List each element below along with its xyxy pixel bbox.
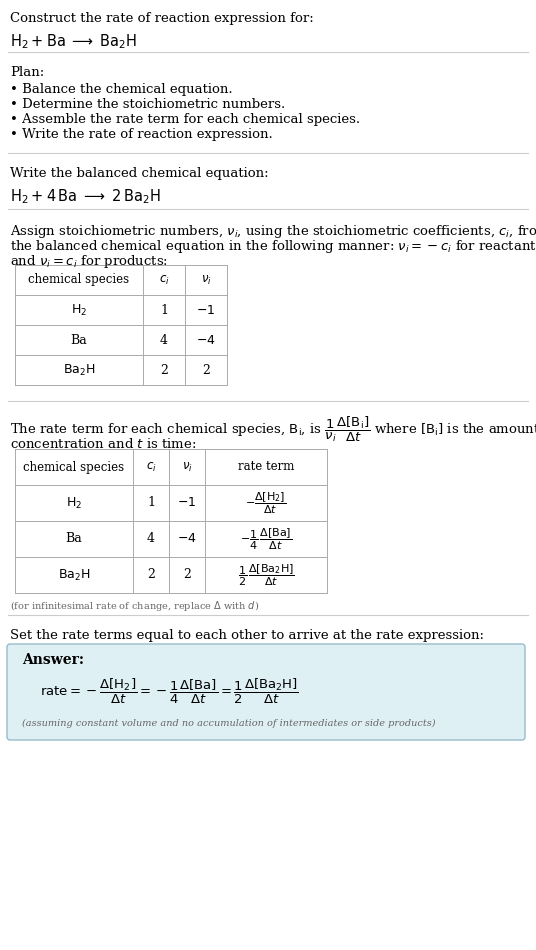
Text: $\mathrm{H_2 + Ba \;\longrightarrow\; Ba_2H}$: $\mathrm{H_2 + Ba \;\longrightarrow\; Ba… <box>10 32 137 50</box>
Text: $\nu_i$: $\nu_i$ <box>182 461 192 473</box>
Text: Answer:: Answer: <box>22 653 84 667</box>
Text: $\dfrac{1}{2}\,\dfrac{\Delta[\mathrm{Ba_2H}]}{\Delta t}$: $\dfrac{1}{2}\,\dfrac{\Delta[\mathrm{Ba_… <box>237 562 294 588</box>
Text: Write the balanced chemical equation:: Write the balanced chemical equation: <box>10 167 269 180</box>
Text: $-4$: $-4$ <box>196 333 216 347</box>
Text: The rate term for each chemical species, $\mathrm{B_i}$, is $\dfrac{1}{\nu_i}\df: The rate term for each chemical species,… <box>10 415 536 445</box>
Text: $-\dfrac{\Delta[\mathrm{H_2}]}{\Delta t}$: $-\dfrac{\Delta[\mathrm{H_2}]}{\Delta t}… <box>245 490 287 516</box>
Text: 2: 2 <box>202 364 210 376</box>
Text: chemical species: chemical species <box>28 274 130 287</box>
Text: and $\nu_i = c_i$ for products:: and $\nu_i = c_i$ for products: <box>10 253 168 270</box>
Text: $\mathrm{H_2}$: $\mathrm{H_2}$ <box>71 302 87 317</box>
Text: 1: 1 <box>147 497 155 509</box>
Text: $c_i$: $c_i$ <box>146 461 157 473</box>
Text: • Determine the stoichiometric numbers.: • Determine the stoichiometric numbers. <box>10 98 285 111</box>
Text: $-\dfrac{1}{4}\,\dfrac{\Delta[\mathrm{Ba}]}{\Delta t}$: $-\dfrac{1}{4}\,\dfrac{\Delta[\mathrm{Ba… <box>240 526 292 552</box>
Text: $c_i$: $c_i$ <box>159 274 169 287</box>
Text: Construct the rate of reaction expression for:: Construct the rate of reaction expressio… <box>10 12 314 25</box>
Text: $-4$: $-4$ <box>177 533 197 545</box>
Text: 4: 4 <box>147 533 155 545</box>
Text: concentration and $t$ is time:: concentration and $t$ is time: <box>10 437 197 451</box>
Text: • Balance the chemical equation.: • Balance the chemical equation. <box>10 83 233 96</box>
Text: 2: 2 <box>160 364 168 376</box>
Text: Ba: Ba <box>65 533 83 545</box>
Text: $\mathrm{H_2}$: $\mathrm{H_2}$ <box>66 496 82 510</box>
FancyBboxPatch shape <box>7 644 525 740</box>
Text: Assign stoichiometric numbers, $\nu_i$, using the stoichiometric coefficients, $: Assign stoichiometric numbers, $\nu_i$, … <box>10 223 536 240</box>
Text: $\mathrm{Ba_2H}$: $\mathrm{Ba_2H}$ <box>58 567 90 582</box>
Text: 2: 2 <box>183 568 191 581</box>
Text: Plan:: Plan: <box>10 66 44 79</box>
Text: Set the rate terms equal to each other to arrive at the rate expression:: Set the rate terms equal to each other t… <box>10 629 484 642</box>
Text: • Assemble the rate term for each chemical species.: • Assemble the rate term for each chemic… <box>10 113 360 126</box>
Text: $-1$: $-1$ <box>196 303 215 316</box>
Text: • Write the rate of reaction expression.: • Write the rate of reaction expression. <box>10 128 273 141</box>
Text: 4: 4 <box>160 333 168 347</box>
Text: chemical species: chemical species <box>24 461 124 473</box>
Text: 2: 2 <box>147 568 155 581</box>
Text: (for infinitesimal rate of change, replace $\Delta$ with $d$): (for infinitesimal rate of change, repla… <box>10 599 259 613</box>
Text: $\nu_i$: $\nu_i$ <box>200 274 211 287</box>
Text: rate term: rate term <box>238 461 294 473</box>
Text: the balanced chemical equation in the following manner: $\nu_i = -c_i$ for react: the balanced chemical equation in the fo… <box>10 238 536 255</box>
Text: Ba: Ba <box>71 333 87 347</box>
Text: $-1$: $-1$ <box>177 497 197 509</box>
Text: $\mathrm{Ba_2H}$: $\mathrm{Ba_2H}$ <box>63 363 95 377</box>
Text: 1: 1 <box>160 303 168 316</box>
Text: (assuming constant volume and no accumulation of intermediates or side products): (assuming constant volume and no accumul… <box>22 719 435 728</box>
Text: $\mathrm{H_2 + 4\,Ba \;\longrightarrow\; 2\,Ba_2H}$: $\mathrm{H_2 + 4\,Ba \;\longrightarrow\;… <box>10 187 161 206</box>
Text: $\mathrm{rate} = -\dfrac{\Delta[\mathrm{H_2}]}{\Delta t} = -\dfrac{1}{4}\dfrac{\: $\mathrm{rate} = -\dfrac{\Delta[\mathrm{… <box>40 677 299 706</box>
